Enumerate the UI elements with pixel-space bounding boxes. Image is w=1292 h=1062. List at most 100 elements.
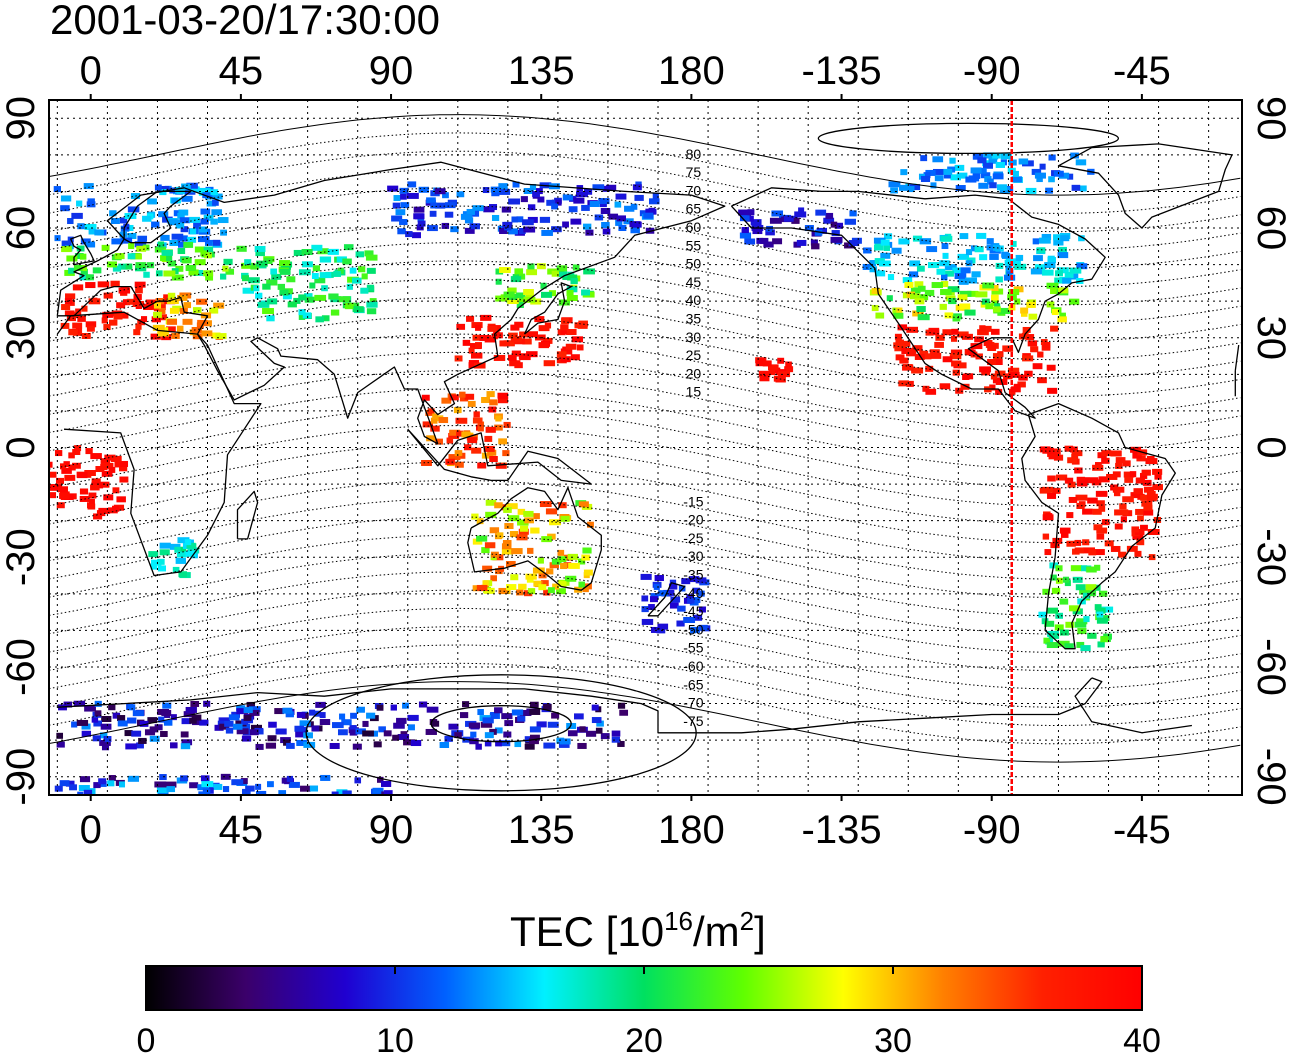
tec-cell	[356, 706, 365, 713]
tec-cell	[344, 302, 354, 309]
tec-cell	[235, 720, 247, 727]
tec-cell	[352, 306, 364, 313]
tec-cell	[383, 730, 392, 737]
tec-cell	[98, 507, 111, 514]
tec-cell	[171, 197, 178, 204]
tec-cell	[110, 218, 120, 225]
tec-cell	[60, 205, 70, 212]
tec-cell	[1076, 263, 1088, 270]
tec-cell	[676, 620, 685, 627]
tec-cell	[198, 791, 209, 795]
tec-cell	[978, 182, 989, 189]
tec-cell	[516, 216, 524, 223]
tec-cell	[61, 240, 72, 247]
tec-cell	[485, 511, 497, 518]
tec-cell	[506, 584, 517, 591]
tec-cell	[459, 391, 466, 398]
tec-cell	[331, 791, 339, 795]
tec-cell	[1130, 492, 1140, 499]
tec-cell	[185, 265, 197, 272]
tec-cell	[649, 596, 658, 603]
tec-cell	[849, 210, 857, 217]
tec-cell	[898, 238, 910, 245]
tec-cell	[1034, 264, 1046, 271]
tec-cell	[36, 502, 47, 508]
tec-cell	[954, 273, 967, 280]
tec-cell	[491, 214, 500, 221]
tec-cell	[939, 303, 947, 310]
tec-cell	[185, 706, 197, 713]
tec-cell	[898, 184, 910, 191]
tec-cell	[762, 360, 772, 367]
tec-cell	[971, 271, 981, 278]
tec-cell	[43, 474, 49, 480]
tec-cell	[77, 791, 84, 795]
tec-cell	[265, 742, 277, 749]
tec-cell	[1097, 641, 1105, 648]
tec-cell	[495, 415, 502, 422]
contour-label: -40	[683, 585, 703, 601]
tec-cell	[76, 200, 83, 207]
tec-cell	[220, 773, 231, 780]
tec-cell	[205, 274, 214, 281]
tec-cell	[366, 712, 376, 719]
tec-cell	[79, 488, 89, 495]
tec-cell	[1148, 554, 1156, 561]
tec-cell	[1026, 301, 1036, 308]
tec-cell	[1060, 531, 1069, 538]
tec-cell	[540, 291, 553, 298]
lon-label-top: -135	[802, 49, 882, 93]
tec-cell	[1135, 477, 1145, 484]
tec-cell	[456, 191, 465, 198]
tec-cell	[118, 287, 131, 294]
tec-cell	[430, 417, 438, 424]
tec-cell	[130, 253, 142, 260]
tec-cell	[250, 724, 263, 731]
tec-cell	[355, 251, 365, 258]
tec-cell	[236, 708, 244, 715]
tec-cell	[844, 218, 856, 225]
tec-cell	[83, 183, 94, 190]
tec-cell	[1014, 298, 1021, 305]
tec-cell	[1028, 313, 1038, 320]
magnetic-contour	[49, 626, 1241, 708]
tec-cell	[1038, 611, 1047, 618]
contour-label: -60	[683, 658, 703, 674]
tec-cell	[1018, 374, 1028, 381]
tec-cell	[279, 289, 289, 296]
tec-cell	[396, 717, 407, 724]
tec-cell	[895, 354, 905, 361]
tec-cell	[529, 183, 537, 190]
tec-cell	[570, 354, 580, 361]
tec-cell	[1085, 584, 1097, 591]
tec-cell	[750, 219, 762, 226]
tec-cell	[526, 576, 534, 583]
tec-cell	[472, 538, 483, 545]
tec-cell	[1037, 351, 1044, 358]
tec-cell	[1142, 479, 1152, 486]
tec-cell	[456, 430, 464, 437]
tec-cell	[831, 230, 840, 237]
tec-cell	[68, 329, 78, 336]
tec-cell	[187, 547, 200, 554]
tec-cell	[183, 711, 195, 718]
tec-cell	[279, 268, 291, 275]
tec-cell	[477, 425, 484, 432]
tec-cell	[489, 527, 500, 534]
tec-cell	[1017, 381, 1026, 388]
tec-cell	[65, 780, 75, 787]
tec-cell	[538, 572, 547, 579]
tec-cell	[543, 703, 552, 710]
tec-cell	[177, 537, 190, 544]
tec-cell	[1072, 576, 1083, 583]
tec-cell	[268, 721, 277, 728]
tec-cell	[489, 455, 498, 462]
tec-cell	[979, 254, 988, 261]
tec-cell	[373, 741, 382, 748]
tec-cell	[615, 219, 623, 226]
tec-cell	[405, 231, 413, 238]
tec-cell	[56, 477, 65, 484]
tec-cell	[739, 215, 750, 222]
tec-cell	[483, 445, 495, 452]
tec-cell	[690, 597, 701, 604]
